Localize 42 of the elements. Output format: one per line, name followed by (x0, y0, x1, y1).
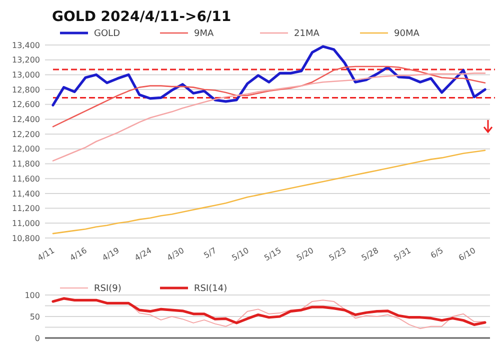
x-tick-label: 4/30 (166, 246, 186, 263)
chart-title: GOLD 2024/4/11->6/11 (52, 9, 232, 25)
legend-label: 9MA (194, 29, 214, 40)
y-tick-label: 100 (24, 290, 40, 300)
legend-label: GOLD (94, 29, 120, 40)
x-tick-label: 5/10 (230, 246, 250, 263)
y-tick-label: 13,200 (12, 56, 40, 65)
y-tick-label: 50 (30, 312, 40, 322)
y-tick-label: 11,000 (12, 218, 40, 228)
x-tick-label: 4/19 (100, 246, 121, 263)
line-series (52, 150, 486, 234)
x-tick-label: 5/28 (360, 246, 380, 263)
x-tick-label: 4/11 (36, 246, 56, 263)
x-tick-label: 4/16 (68, 246, 88, 263)
y-tick-label: 12,400 (12, 115, 40, 124)
x-tick-label: 5/31 (392, 246, 412, 263)
y-tick-label: 11,600 (12, 174, 40, 184)
y-tick-label: 12,200 (12, 130, 40, 139)
x-tick-label: 4/24 (133, 246, 154, 263)
x-tick-label: 5/23 (328, 246, 348, 263)
x-tick-label: 5/7 (202, 246, 218, 260)
y-tick-label: 12,000 (12, 144, 40, 154)
y-tick-label: 12,600 (12, 100, 40, 110)
line-series (52, 45, 486, 106)
y-tick-label: 13,000 (12, 70, 40, 80)
y-tick-label: 12,800 (12, 85, 40, 94)
x-tick-label: 6/10 (457, 246, 478, 263)
x-tick-label: 5/20 (295, 246, 316, 263)
y-tick-label: 11,200 (12, 204, 40, 214)
y-tick-label: 10,800 (12, 234, 40, 243)
y-tick-label: 0 (34, 334, 40, 343)
x-tick-label: 6/5 (429, 246, 445, 260)
legend-label: RSI(14) (194, 284, 228, 294)
y-tick-label: 13,400 (12, 40, 40, 50)
y-tick-label: 11,400 (12, 189, 40, 198)
legend-label: 21MA (294, 29, 320, 40)
y-tick-label: 11,800 (12, 160, 40, 169)
legend-label: RSI(9) (94, 284, 122, 294)
x-tick-label: 5/15 (262, 246, 283, 263)
line-series (52, 72, 486, 162)
legend-label: 90MA (394, 29, 420, 40)
line-series (52, 66, 486, 128)
